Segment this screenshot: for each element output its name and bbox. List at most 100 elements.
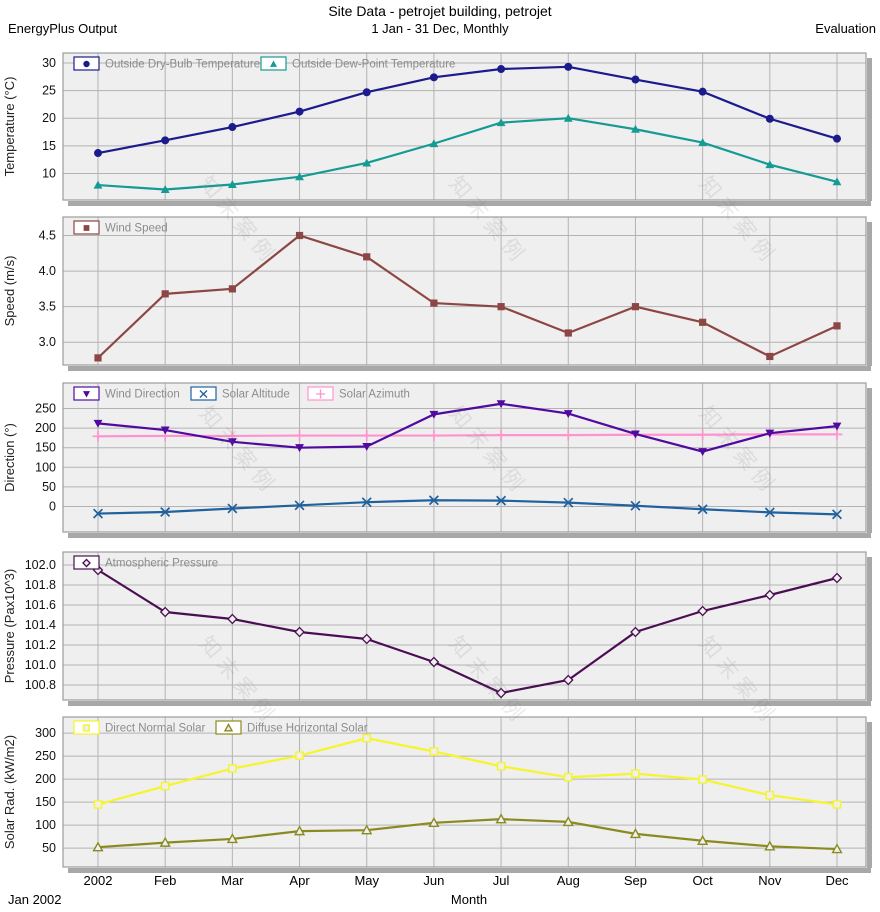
plot-border <box>62 551 867 701</box>
filled-triangle-down-marker <box>160 426 170 435</box>
y-tick-label: 3.0 <box>39 335 56 349</box>
legend-label: Direct Normal Solar <box>105 723 205 735</box>
series-line <box>97 117 838 191</box>
open-triangle-up-marker <box>159 836 171 847</box>
open-diamond-marker <box>495 687 507 699</box>
open-diamond-marker <box>630 626 641 638</box>
legend-entry-solar-azimuth: Solar Azimuth <box>307 386 410 401</box>
open-square-marker <box>832 800 842 809</box>
open-diamond-marker <box>82 558 91 568</box>
legend-entry-atmospheric-pressure: Atmospheric Pressure <box>73 555 218 570</box>
open-diamond-marker <box>294 626 305 638</box>
y-tick-label: 50 <box>42 841 56 855</box>
open-square-marker <box>496 761 506 771</box>
filled-triangle-down-marker <box>496 400 506 409</box>
filled-circle-marker <box>228 123 237 132</box>
open-square-marker <box>295 751 304 760</box>
y-tick-label: 15 <box>42 139 56 153</box>
y-tick-label: 101.8 <box>25 578 56 592</box>
panel-shadow <box>68 868 871 873</box>
filled-triangle-down-marker <box>698 448 708 457</box>
open-square-marker <box>362 733 372 743</box>
open-square-marker <box>82 724 91 732</box>
x-cross-marker <box>496 495 507 506</box>
open-triangle-up-marker <box>223 723 234 732</box>
open-diamond-marker <box>227 613 238 625</box>
filled-square-marker <box>94 354 102 362</box>
y-tick-label: 20 <box>42 111 56 125</box>
filled-circle-marker <box>698 87 707 96</box>
plus-marker <box>294 430 305 441</box>
series-direct-normal-solar <box>93 733 842 809</box>
x-tick-label: Feb <box>154 873 176 888</box>
y-tick-label: 200 <box>35 421 56 435</box>
open-triangle-up-marker <box>831 843 843 854</box>
x-axis-title: Month <box>450 892 488 907</box>
filled-triangle-down-marker <box>429 410 439 419</box>
series-line <box>97 499 838 516</box>
y-tick-label: 0 <box>49 500 56 514</box>
y-tick-label: 300 <box>35 726 56 740</box>
x-tick-label: Mar <box>221 873 244 888</box>
page-title: Site Data - petrojet building, petrojet <box>328 3 552 19</box>
y-tick-label: 25 <box>42 84 56 98</box>
panel-shadow <box>867 58 872 201</box>
chart-panel-wind-speed: 3.0 3.5 4.0 4.5 Speed (m/s) Wind Speed <box>2 216 872 371</box>
x-cross-marker <box>831 509 843 520</box>
open-diamond-marker <box>361 633 373 645</box>
series-line <box>97 818 838 851</box>
filled-triangle-down-marker <box>362 443 372 451</box>
open-triangle-up-marker <box>361 824 373 835</box>
series-line <box>97 433 837 438</box>
y-tick-label: 100 <box>35 818 56 832</box>
x-axis-start-label: Jan 2002 <box>8 892 62 907</box>
filled-circle-marker <box>362 88 371 97</box>
legend-entry-wind-speed: Wind Speed <box>73 220 168 235</box>
filled-circle-marker <box>295 107 304 116</box>
open-diamond-marker <box>764 589 776 601</box>
x-cross-marker <box>294 500 305 511</box>
plot-border <box>62 52 867 201</box>
panel-shadow <box>867 388 872 533</box>
plot-area <box>63 217 866 365</box>
filled-triangle-up-marker <box>227 180 237 189</box>
y-tick-label: 3.5 <box>39 300 56 314</box>
filled-circle-marker <box>94 149 102 158</box>
y-tick-label: 102.0 <box>25 558 56 572</box>
filled-triangle-up-marker <box>429 139 439 148</box>
x-cross-marker <box>697 504 708 515</box>
panel-shadow <box>68 366 871 371</box>
filled-square-marker <box>83 225 90 231</box>
panel-shadow <box>68 701 871 706</box>
x-tick-label: Aug <box>557 873 580 888</box>
series-outside-dew-point-temperature <box>93 113 842 194</box>
filled-triangle-down-marker <box>563 410 573 418</box>
plot-border <box>62 382 867 533</box>
open-triangle-up-marker <box>293 825 306 836</box>
panel-shadow <box>68 201 871 206</box>
plus-marker <box>495 429 507 441</box>
series-outside-dry-bulb-temperature <box>94 62 841 158</box>
open-triangle-up-marker <box>226 833 238 844</box>
open-square-marker <box>160 781 170 791</box>
header-row: EnergyPlus Output 1 Jan - 31 Dec, Monthl… <box>0 21 880 37</box>
y-tick-label: 4.5 <box>39 229 56 243</box>
open-square-marker <box>563 772 573 782</box>
legend-entry-wind-direction: Wind Direction <box>73 386 180 401</box>
x-cross-marker <box>630 500 641 511</box>
plot-area <box>63 717 866 867</box>
filled-square-marker <box>430 299 438 307</box>
filled-triangle-down-marker <box>227 438 237 447</box>
open-diamond-marker <box>697 605 708 617</box>
open-diamond-marker <box>159 606 171 618</box>
legend-entry-diffuse-horizontal-solar: Diffuse Horizontal Solar <box>215 720 368 735</box>
plus-marker <box>697 429 709 441</box>
y-tick-label: 10 <box>42 166 56 180</box>
x-tick-label: Dec <box>825 873 849 888</box>
plus-marker <box>428 430 440 441</box>
legend-label: Solar Azimuth <box>339 389 410 401</box>
filled-triangle-down-marker <box>832 422 842 431</box>
filled-square-marker <box>363 253 371 261</box>
plot-area <box>63 53 866 200</box>
